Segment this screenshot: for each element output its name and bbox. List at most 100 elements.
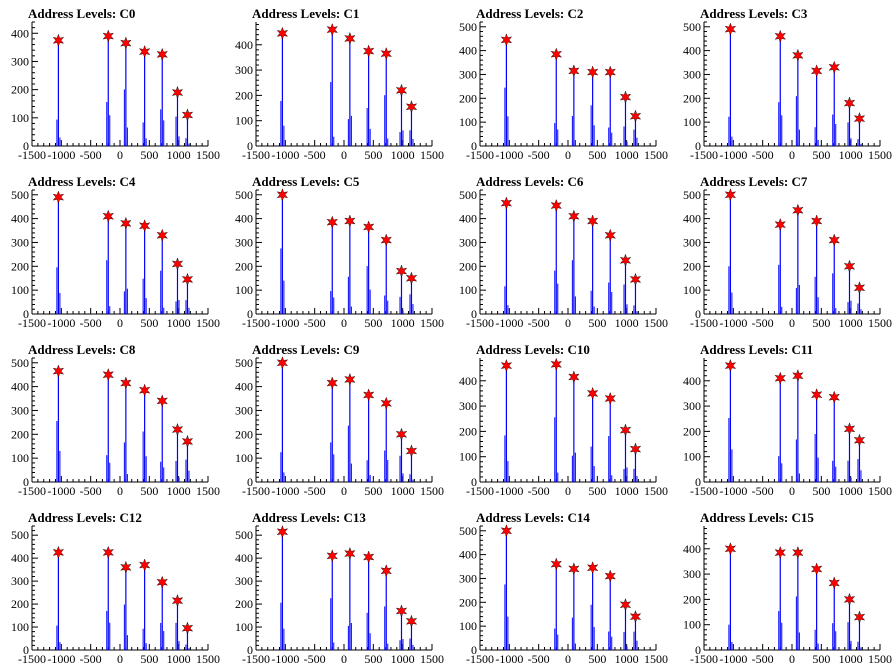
chart-svg: 0 100 200 300 400 -1500 -1000 -500 0 500 1000 1500 — [459, 357, 668, 498]
y-tick-label: 200 — [459, 259, 477, 273]
y-tick-label: 200 — [459, 91, 477, 105]
peak-marker — [500, 358, 513, 373]
chart-svg: 0 100 200 300 400 500 -1500 -1000 -500 0 500 1000 15… — [459, 20, 668, 162]
peak-marker — [380, 233, 392, 247]
peak-marker — [326, 376, 338, 390]
x-tick-label: -500 — [752, 148, 774, 162]
chart-title: Address Levels: C5 — [252, 174, 360, 189]
x-tick-label: 1000 — [167, 148, 191, 162]
x-tick-label: 1500 — [644, 652, 668, 666]
peak-marker — [604, 391, 616, 406]
peak-marker — [629, 442, 642, 456]
peak-marker — [586, 214, 599, 228]
peak-marker — [828, 576, 840, 590]
peak-marker — [380, 396, 392, 410]
x-tick-label: -500 — [80, 316, 102, 330]
x-tick-label: -1500 — [18, 316, 46, 330]
peak-marker — [405, 614, 418, 628]
chart-title: Address Levels: C10 — [476, 342, 590, 357]
peak-marker — [138, 383, 151, 397]
x-tick-label: -500 — [528, 148, 550, 162]
x-tick-label: -1500 — [242, 652, 270, 666]
histogram-panel: 0 100 200 300 400 500 -1500 -1000 -500 0 500 1000 15… — [672, 0, 896, 168]
x-tick-label: -1000 — [47, 484, 75, 498]
x-tick-label: 0 — [341, 484, 347, 498]
peak-marker — [156, 228, 168, 242]
x-tick-label: 500 — [364, 148, 382, 162]
peak-marker — [52, 33, 65, 47]
y-tick-label: 100 — [235, 114, 253, 128]
x-tick-label: -500 — [528, 652, 550, 666]
peak-marker — [853, 111, 866, 126]
x-tick-label: 1500 — [868, 148, 892, 162]
y-tick-label: 400 — [235, 38, 253, 52]
x-tick-label: -1500 — [690, 484, 718, 498]
x-tick-label: 1000 — [839, 484, 863, 498]
y-tick-label: 0 — [247, 307, 253, 321]
y-tick-label: 300 — [11, 574, 29, 588]
x-tick-label: 1500 — [196, 316, 220, 330]
peak-marker — [395, 427, 408, 441]
chart-svg: 0 100 200 300 400 500 -1500 -1000 -500 0 500 1000 15… — [11, 356, 220, 498]
y-tick-label: 400 — [11, 212, 29, 226]
x-tick-label: -1500 — [242, 148, 270, 162]
y-tick-label: 200 — [683, 91, 701, 105]
y-tick-label: 100 — [459, 619, 477, 633]
peak-marker — [853, 433, 866, 447]
y-tick-label: 100 — [683, 283, 701, 297]
x-tick-label: -1000 — [271, 316, 299, 330]
peak-marker — [102, 368, 114, 382]
x-tick-label: 1000 — [167, 484, 191, 498]
peak-marker — [810, 388, 823, 402]
peak-marker — [138, 558, 151, 572]
y-tick-label: 100 — [683, 450, 701, 464]
y-tick-label: 300 — [459, 67, 477, 81]
y-tick-label: 0 — [23, 475, 29, 489]
histogram-panel: 0 100 200 300 400 500 -1500 -1000 -500 0 500 1000 15… — [224, 336, 448, 504]
y-tick-label: 500 — [459, 20, 477, 34]
x-tick-label: -500 — [304, 316, 326, 330]
x-tick-label: 500 — [364, 316, 382, 330]
peak-marker — [604, 228, 616, 242]
y-tick-label: 400 — [459, 212, 477, 226]
y-tick-label: 200 — [235, 88, 253, 102]
peak-marker — [550, 198, 562, 213]
peak-marker — [156, 575, 168, 589]
x-tick-label: -1500 — [690, 148, 718, 162]
x-tick-label: 500 — [812, 652, 830, 666]
x-tick-label: -1500 — [466, 484, 494, 498]
y-tick-label: 300 — [11, 54, 29, 68]
y-tick-label: 500 — [11, 356, 29, 370]
x-tick-label: 500 — [364, 484, 382, 498]
y-tick-label: 200 — [11, 427, 29, 441]
peak-marker — [344, 372, 356, 387]
x-tick-label: 0 — [117, 652, 123, 666]
y-tick-label: 300 — [683, 67, 701, 81]
x-tick-label: 0 — [789, 148, 795, 162]
histogram-panel: 0 100 200 300 400 -1500 -1000 -500 0 500 1000 1500 A… — [448, 336, 672, 504]
y-tick-label: 400 — [11, 551, 29, 565]
y-tick-label: 400 — [683, 542, 701, 556]
y-tick-label: 200 — [11, 259, 29, 273]
x-tick-label: 500 — [140, 316, 158, 330]
x-tick-label: -500 — [304, 148, 326, 162]
chart-title: Address Levels: C2 — [476, 6, 584, 21]
x-tick-label: -1500 — [690, 316, 718, 330]
x-tick-label: 1500 — [420, 652, 444, 666]
peak-marker — [853, 281, 866, 295]
chart-title: Address Levels: C6 — [476, 174, 584, 189]
peak-marker — [619, 253, 632, 267]
peak-marker — [181, 108, 194, 122]
y-tick-label: 0 — [471, 307, 477, 321]
chart-title: Address Levels: C7 — [700, 174, 808, 189]
y-tick-label: 200 — [683, 592, 701, 606]
peak-marker — [120, 376, 132, 390]
y-tick-label: 400 — [683, 44, 701, 58]
x-tick-label: 1000 — [615, 316, 639, 330]
y-tick-label: 400 — [683, 212, 701, 226]
y-tick-label: 400 — [235, 212, 253, 226]
x-tick-label: 1000 — [615, 148, 639, 162]
y-tick-label: 100 — [11, 111, 29, 125]
y-tick-label: 100 — [11, 620, 29, 634]
